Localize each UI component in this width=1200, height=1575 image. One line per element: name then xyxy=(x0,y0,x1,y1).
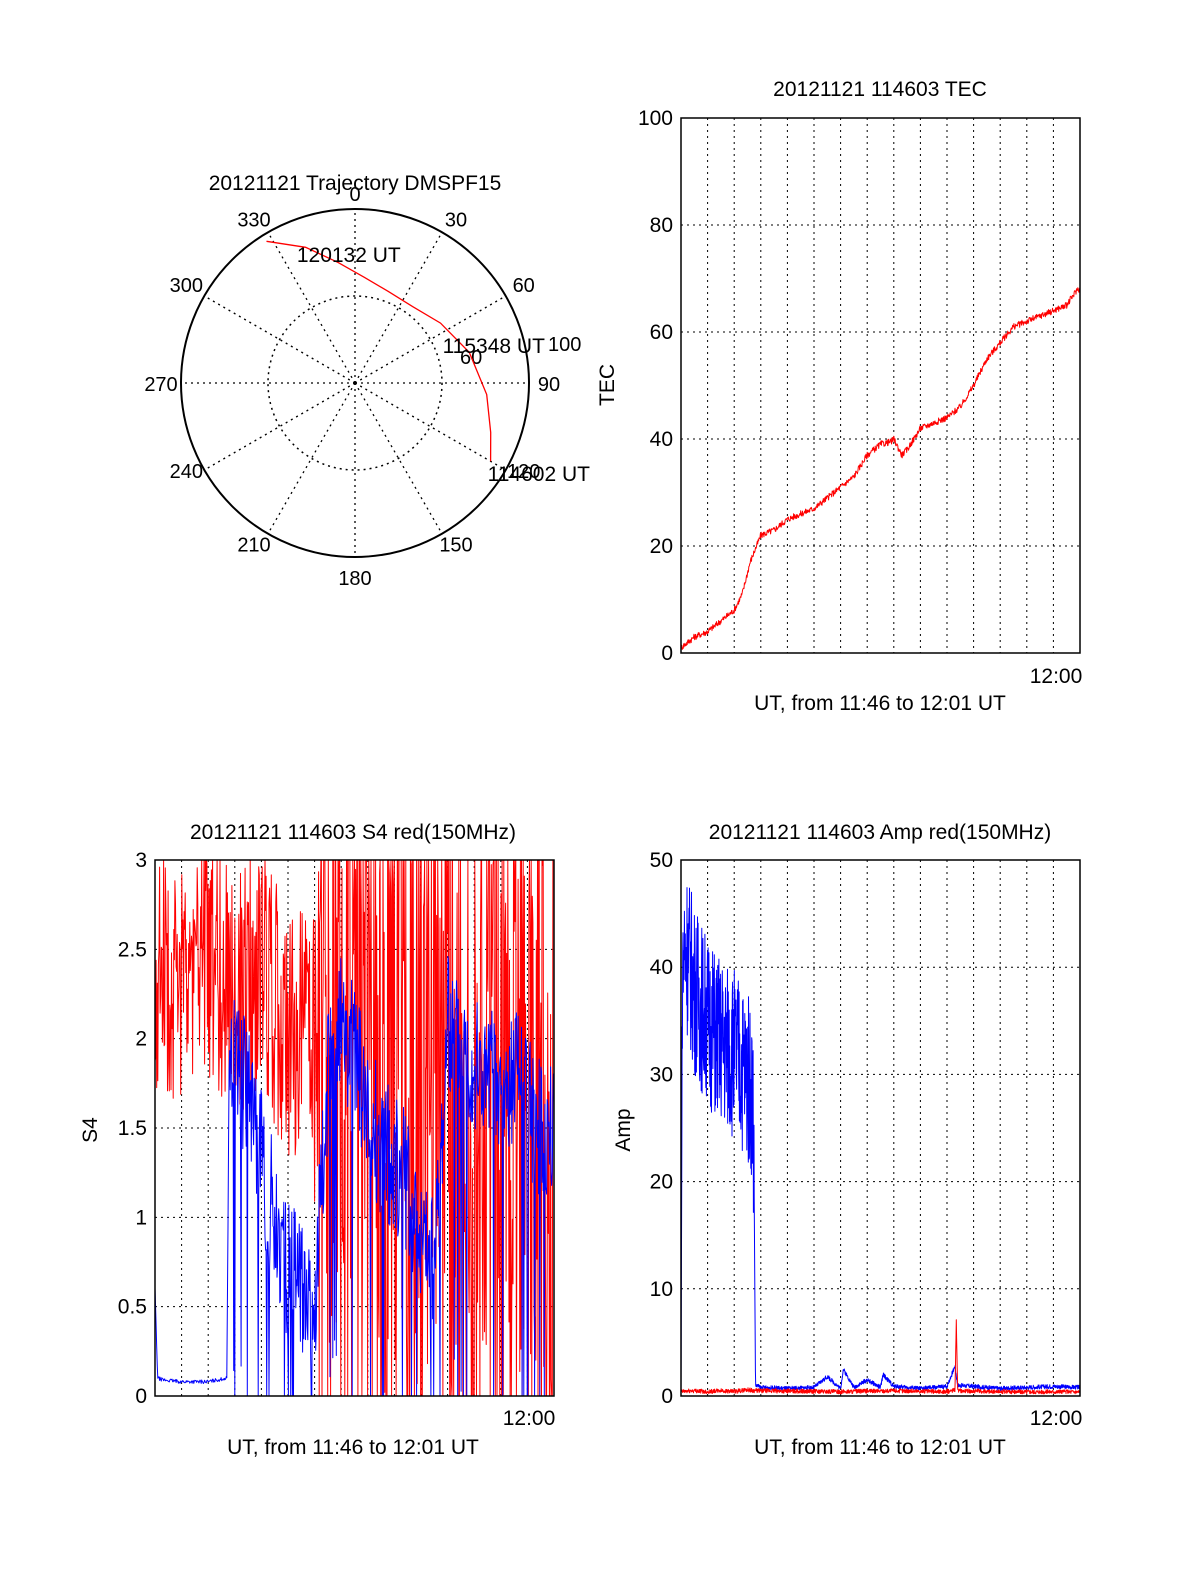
ytick-label: 40 xyxy=(650,956,673,979)
ytick-label: 0 xyxy=(661,642,673,665)
polar-angle-label: 270 xyxy=(144,374,177,396)
amp-axes-frame xyxy=(680,859,1081,1397)
s4-ytick-labels: 0 0.5 1 1.5 2 2.5 3 xyxy=(118,849,147,1408)
trajectory-time-annotation: 120132 UT xyxy=(297,244,401,267)
ytick-label: 10 xyxy=(650,1278,673,1301)
trajectory-time-annotation: 114602 UT xyxy=(488,463,591,486)
amp-ytick-labels: 0 10 20 30 40 50 xyxy=(650,849,673,1408)
amp-series-line-blue xyxy=(680,887,1081,1396)
polar-angle-label: 180 xyxy=(338,568,371,590)
ytick-label: 30 xyxy=(650,1063,673,1086)
amp-xtick-label: 12:00 xyxy=(1030,1407,1083,1430)
polar-spoke xyxy=(354,231,443,384)
ytick-label: 20 xyxy=(650,1171,673,1194)
trajectory-title: 20121121 Trajectory DMSPF15 xyxy=(209,172,502,195)
ytick-label: 50 xyxy=(650,849,673,872)
ytick-label: 0 xyxy=(661,1385,673,1408)
ytick-label: 1 xyxy=(135,1206,147,1229)
s4-panel: 20121121 114603 S4 red(150MHz) S4 UT, fr… xyxy=(79,821,555,1459)
polar-outer-circle xyxy=(180,208,530,558)
amp-xlabel: UT, from 11:46 to 12:01 UT xyxy=(754,1436,1006,1459)
tec-axes-frame xyxy=(680,117,1081,654)
polar-grid xyxy=(181,209,529,557)
s4-title: 20121121 114603 S4 red(150MHz) xyxy=(190,821,516,844)
s4-xlabel: UT, from 11:46 to 12:01 UT xyxy=(227,1436,479,1459)
polar-angle-label: 90 xyxy=(538,374,560,396)
polar-angle-label: 0 xyxy=(349,184,360,206)
polar-spoke xyxy=(354,382,507,471)
ytick-label: 0.5 xyxy=(118,1296,147,1319)
polar-spoke xyxy=(203,382,356,471)
polar-angle-label: 120 xyxy=(507,461,540,483)
polar-spoke xyxy=(354,382,443,535)
amp-title: 20121121 114603 Amp red(150MHz) xyxy=(709,821,1051,844)
tec-panel: 20121121 114603 TEC TEC UT, from 11:46 t… xyxy=(596,78,1082,715)
polar-spoke xyxy=(267,382,356,535)
trajectory-polar-panel: 20121121 Trajectory DMSPF15 0 30 60 90 120 15… xyxy=(144,172,590,590)
ytick-label: 3 xyxy=(135,849,147,872)
tec-xlabel: UT, from 11:46 to 12:01 UT xyxy=(754,692,1006,715)
polar-angle-label: 240 xyxy=(170,461,203,483)
tec-series-line-red xyxy=(680,287,1081,651)
tec-xtick-label: 12:00 xyxy=(1030,665,1083,688)
ytick-label: 100 xyxy=(638,107,673,130)
amp-series xyxy=(680,887,1081,1396)
tec-grid xyxy=(681,118,1080,653)
s4-axes-frame xyxy=(154,859,555,1397)
s4-xtick-label: 12:00 xyxy=(503,1407,556,1430)
tec-title: 20121121 114603 TEC xyxy=(773,78,987,101)
polar-spoke xyxy=(203,295,356,384)
ytick-label: 40 xyxy=(650,428,673,451)
polar-angle-label: 300 xyxy=(170,275,203,297)
ytick-label: 20 xyxy=(650,535,673,558)
polar-series xyxy=(266,240,492,462)
polar-spoke xyxy=(267,231,356,384)
polar-angle-label: 210 xyxy=(237,535,270,557)
polar-inner-circle xyxy=(267,295,443,471)
trajectory-time-annotation: 115348 UT xyxy=(443,335,546,358)
polar-angle-label: 330 xyxy=(237,209,270,231)
polar-angle-label: 60 xyxy=(513,275,535,297)
polar-angle-label: 30 xyxy=(445,209,467,231)
tec-ytick-labels: 0 20 40 60 80 100 xyxy=(638,107,673,665)
amp-panel: 20121121 114603 Amp red(150MHz) Amp UT, … xyxy=(612,821,1082,1459)
tec-series xyxy=(680,287,1081,651)
s4-series-line-blue xyxy=(154,956,555,1397)
ytick-label: 2.5 xyxy=(118,938,147,961)
ytick-label: 1.5 xyxy=(118,1117,147,1140)
ytick-label: 0 xyxy=(135,1385,147,1408)
polar-angle-labels: 0 30 60 90 120 150 180 210 240 270 300 330 xyxy=(144,184,560,590)
s4-ylabel: S4 xyxy=(79,1117,102,1143)
ytick-label: 80 xyxy=(650,214,673,237)
ytick-label: 60 xyxy=(650,321,673,344)
polar-annotations: 120132 UT 115348 UT 114602 UT xyxy=(297,244,590,486)
trajectory-line xyxy=(266,240,492,462)
tec-ylabel: TEC xyxy=(596,364,619,406)
ytick-label: 2 xyxy=(135,1028,147,1051)
polar-spoke xyxy=(354,295,507,384)
polar-radius-label-100: 100 xyxy=(548,334,581,356)
amp-series-line-red xyxy=(680,1319,1081,1395)
amp-ylabel: Amp xyxy=(612,1108,635,1151)
polar-angle-label: 150 xyxy=(439,535,472,557)
